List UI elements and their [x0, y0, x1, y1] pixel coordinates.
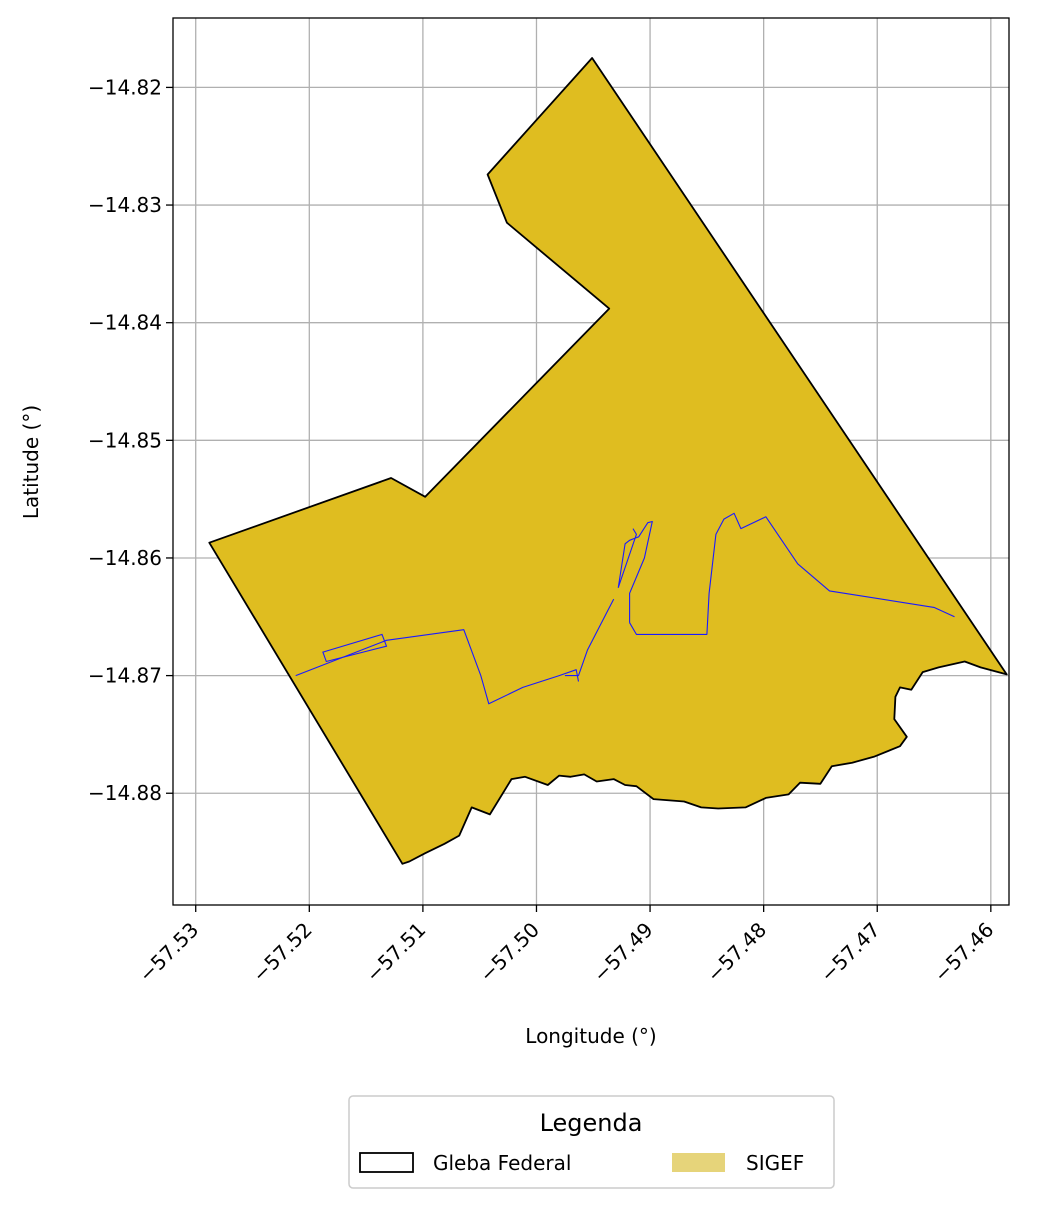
- internal-boundary-line: [295, 629, 580, 705]
- x-tick-label: −57.50: [475, 918, 544, 987]
- sigef-area: [209, 58, 1007, 864]
- y-axis-label: Latitude (°): [19, 405, 43, 519]
- x-axis-label: Longitude (°): [525, 1024, 656, 1048]
- y-tick-label: −14.87: [88, 664, 162, 688]
- y-tick-label: −14.88: [88, 781, 162, 805]
- gleba-federal-outline: [208, 57, 1008, 865]
- y-tick-label: −14.82: [88, 75, 162, 99]
- legend-label-gleba-federal: Gleba Federal: [433, 1151, 571, 1175]
- internal-parcel: [322, 633, 388, 663]
- legend-label-sigef: SIGEF: [746, 1151, 804, 1175]
- y-tick-label: −14.83: [88, 193, 162, 217]
- x-axis-ticks: −57.53 −57.52 −57.51 −57.50 −57.49 −57.48 −57.…: [134, 905, 998, 987]
- plot-frame: [172, 17, 1010, 906]
- legend: Legenda Gleba Federal SIGEF: [348, 1095, 835, 1189]
- internal-boundary-line: [617, 520, 653, 623]
- x-tick-label: −57.53: [134, 918, 203, 987]
- x-tick-label: −57.48: [702, 918, 771, 987]
- internal-boundary-line: [564, 598, 615, 677]
- y-tick-label: −14.86: [88, 546, 162, 570]
- y-axis-ticks: −14.82 −14.83 −14.84 −14.85 −14.86 −14.87 −14.…: [88, 75, 173, 805]
- y-tick-label: −14.84: [88, 311, 162, 335]
- x-tick-label: −57.46: [929, 918, 998, 987]
- x-tick-label: −57.51: [361, 918, 430, 987]
- x-tick-label: −57.47: [815, 918, 884, 987]
- x-tick-label: −57.49: [588, 918, 657, 987]
- x-tick-label: −57.52: [248, 918, 317, 987]
- legend-title: Legenda: [540, 1109, 643, 1137]
- map-shapes: [208, 57, 1008, 865]
- legend-swatch-sigef: [672, 1153, 725, 1172]
- y-tick-label: −14.85: [88, 428, 162, 452]
- internal-boundary-line: [629, 512, 955, 635]
- legend-swatch-gleba-federal: [359, 1152, 414, 1173]
